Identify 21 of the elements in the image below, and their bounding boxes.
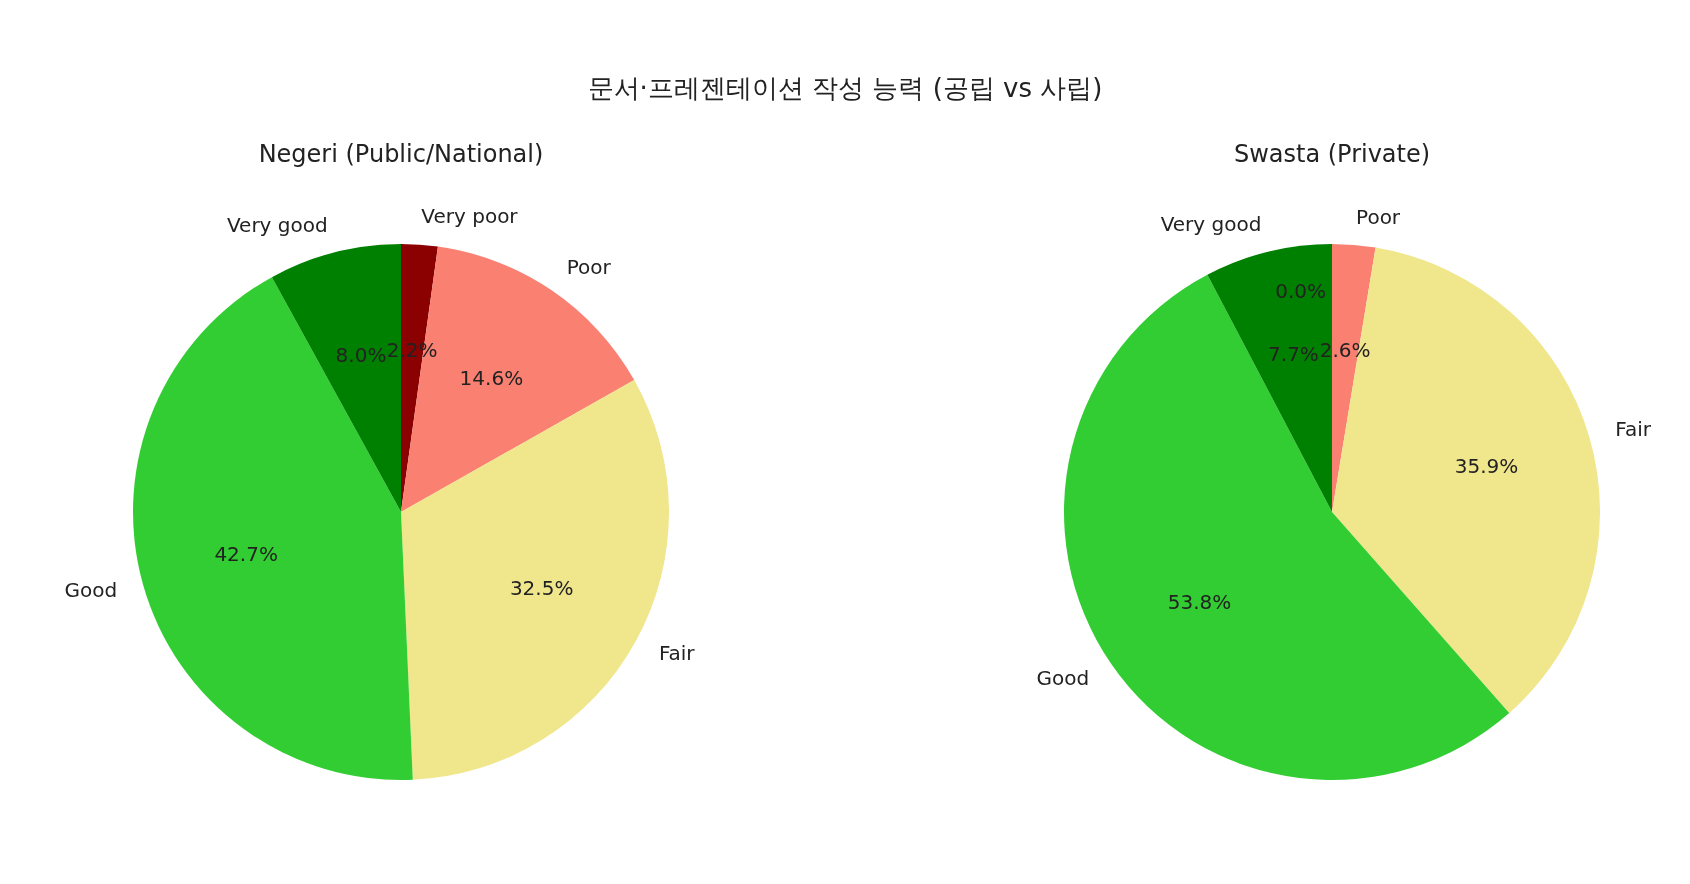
data-label: 42.7% (214, 541, 278, 566)
text: 0.0% (1275, 278, 1326, 303)
data-label: 7.7% (1268, 342, 1319, 367)
slice-label: Good (64, 578, 118, 603)
slice-label: Poor (1356, 204, 1401, 229)
slice-label: Fair (658, 641, 696, 666)
data-label: 2.2% (386, 338, 438, 363)
slice-label: Very good (226, 212, 328, 237)
chart-subtitle: Swasta (Private) (1233, 140, 1431, 168)
slice-label: Good (1036, 665, 1090, 690)
text: 문서·프레젠테이션 작성 능력 (공립 vs 사립) (587, 72, 1103, 103)
data-label: 8.0% (335, 342, 387, 367)
slice-label: Very poor (421, 204, 519, 229)
data-label: 35.9% (1454, 454, 1519, 479)
slice-label: Fair (1615, 417, 1652, 442)
data-label: 53.8% (1167, 589, 1232, 614)
chart-subtitle: Negeri (Public/National) (258, 140, 544, 168)
data-label: 14.6% (459, 365, 524, 390)
slice-label: Very good (1160, 212, 1262, 237)
slice-label: Poor (566, 254, 612, 279)
data-label: 32.5% (509, 576, 574, 601)
